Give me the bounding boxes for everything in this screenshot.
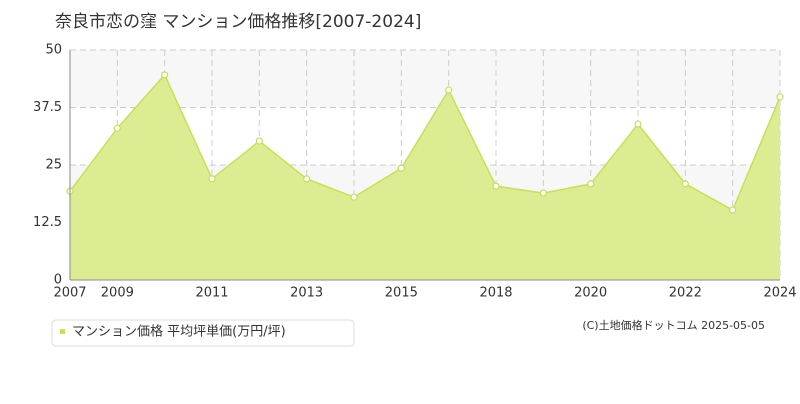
y-tick-label: 37.5 [33, 100, 62, 115]
point [539, 189, 547, 197]
y-tick-label: 12.5 [33, 215, 62, 230]
point [113, 124, 121, 132]
x-tick-label: 2022 [669, 286, 702, 301]
point [445, 86, 453, 94]
x-tick-label: 2007 [53, 286, 86, 301]
point [161, 71, 169, 79]
point [255, 137, 263, 145]
point [634, 120, 642, 128]
point [776, 93, 784, 101]
x-tick-label: 2009 [101, 286, 134, 301]
grid-band [70, 50, 780, 108]
legend-label: マンション価格 平均坪単価(万円/坪) [72, 324, 286, 340]
x-tick-label: 2015 [385, 286, 418, 301]
x-tick-label: 2018 [479, 286, 512, 301]
point [350, 193, 358, 201]
point [397, 164, 405, 172]
x-tick-label: 2024 [763, 286, 796, 301]
chart-title: 奈良市恋の窪 マンション価格推移[2007-2024] [55, 11, 421, 32]
point [729, 206, 737, 214]
point [587, 180, 595, 188]
y-tick-label: 50 [45, 43, 62, 58]
x-tick-label: 2011 [195, 286, 228, 301]
point [492, 182, 500, 190]
point [681, 180, 689, 188]
y-tick-label: 25 [45, 158, 62, 173]
x-tick-label: 2013 [290, 286, 323, 301]
source: (C)土地価格ドットコム 2025-05-05 [582, 318, 765, 332]
area [70, 74, 780, 280]
line [69, 73, 781, 212]
point [208, 175, 216, 183]
legend [51, 319, 355, 347]
point [303, 175, 311, 183]
x-tick-label: 2020 [574, 286, 607, 301]
y-tick-label: 0 [54, 273, 62, 288]
legend-swatch [60, 329, 65, 334]
